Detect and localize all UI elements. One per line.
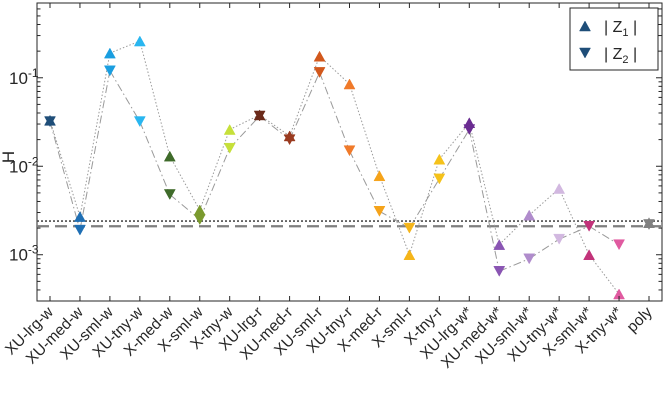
connector-z2 bbox=[349, 150, 380, 212]
connector-z2 bbox=[468, 129, 500, 272]
connector-z2 bbox=[79, 70, 111, 231]
connector-z1 bbox=[259, 114, 290, 137]
marker-z1-10 bbox=[343, 78, 356, 90]
connector-z2 bbox=[49, 121, 81, 231]
legend-box bbox=[569, 7, 659, 71]
x-tick-label: poly bbox=[624, 304, 656, 336]
connector-z2 bbox=[379, 210, 410, 229]
marker-z2-10 bbox=[343, 145, 356, 157]
marker-z2-9 bbox=[313, 67, 326, 78]
marker-z2-8 bbox=[283, 134, 296, 146]
legend: | Z1 | | Z2 | bbox=[569, 7, 659, 71]
legend-label-2: | Z2 | bbox=[604, 46, 637, 66]
marker-z2-20 bbox=[643, 219, 655, 230]
marker-z1-16 bbox=[523, 209, 536, 221]
connector-z2 bbox=[229, 115, 261, 149]
connector-z2 bbox=[499, 258, 530, 272]
marker-z2-2 bbox=[103, 65, 116, 77]
marker-z2-14 bbox=[463, 124, 476, 136]
marker-z1-3 bbox=[133, 35, 146, 47]
connector-z1 bbox=[558, 188, 590, 255]
marker-z1-2 bbox=[103, 47, 116, 59]
marker-z1-12 bbox=[403, 249, 416, 260]
legend-marker-2 bbox=[579, 47, 591, 59]
connector-z2 bbox=[319, 72, 350, 151]
connector-z1 bbox=[139, 40, 171, 157]
marker-z1-4 bbox=[163, 150, 176, 162]
marker-z2-1 bbox=[74, 224, 86, 236]
connector-z1 bbox=[289, 56, 321, 137]
connector-z2 bbox=[139, 121, 171, 195]
connector-z2 bbox=[558, 225, 590, 240]
marker-z2-0 bbox=[44, 116, 56, 128]
marker-z2-15 bbox=[493, 266, 506, 277]
marker-z2-11 bbox=[373, 206, 386, 217]
marker-z2-3 bbox=[133, 116, 146, 128]
y-tick-label: 10-1 bbox=[9, 66, 39, 88]
connector-z1 bbox=[199, 129, 231, 211]
connector-z2 bbox=[528, 238, 560, 260]
marker-z2-4 bbox=[163, 189, 176, 200]
marker-z2-7 bbox=[253, 110, 266, 122]
marker-z2-13 bbox=[433, 173, 446, 185]
y-tick-label: 10-2 bbox=[9, 154, 39, 176]
connector-z2 bbox=[588, 225, 620, 246]
connector-z1 bbox=[378, 175, 410, 255]
legend-marker-1 bbox=[579, 20, 591, 32]
y-tick-label: 10-3 bbox=[9, 243, 39, 265]
y-axis-label: H bbox=[0, 151, 18, 163]
marker-z2-6 bbox=[223, 142, 236, 154]
connector-z1 bbox=[49, 120, 81, 217]
marker-z2-5 bbox=[193, 214, 206, 226]
connector-z2 bbox=[438, 129, 470, 180]
marker-z1-17 bbox=[553, 183, 566, 194]
connector-z2 bbox=[109, 70, 141, 122]
marker-z2-12 bbox=[403, 222, 416, 234]
connector-z1 bbox=[588, 254, 620, 295]
marker-z1-1 bbox=[74, 211, 86, 222]
marker-z1-13 bbox=[433, 153, 446, 165]
marker-z2-19 bbox=[613, 239, 625, 251]
connector-z2 bbox=[289, 72, 321, 140]
marker-z1-11 bbox=[373, 170, 386, 182]
legend-label-1: | Z1 | bbox=[604, 19, 637, 39]
connector-z1 bbox=[438, 122, 470, 160]
connector-z2 bbox=[408, 178, 440, 229]
marker-z1-6 bbox=[223, 124, 236, 135]
marker-z2-18 bbox=[583, 220, 596, 232]
marker-z2-17 bbox=[553, 233, 566, 245]
marker-z1-15 bbox=[493, 239, 506, 250]
connector-z1 bbox=[408, 159, 440, 255]
marker-z1-18 bbox=[583, 249, 596, 260]
connector-z2 bbox=[199, 148, 231, 220]
marker-z1-9 bbox=[313, 50, 326, 62]
marker-z2-16 bbox=[523, 253, 536, 265]
